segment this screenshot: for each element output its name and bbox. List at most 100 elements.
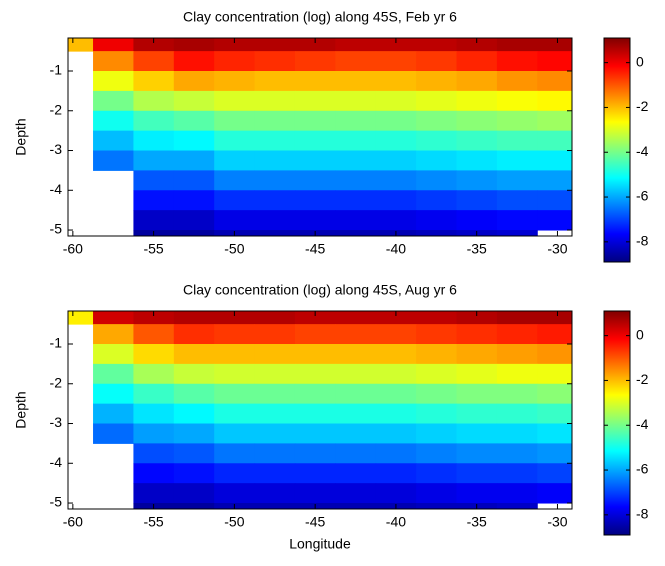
heat-cell [133,324,175,345]
heat-cell [456,443,498,464]
heat-cell [496,363,538,385]
x-tick-label: -60 [63,241,83,257]
colorbar-frame [603,37,631,263]
heat-cell [537,51,572,72]
heat-cell [375,130,417,152]
heat-cell [294,210,336,231]
heat-cell [254,38,296,52]
colorbar-tick-label: 0 [636,326,644,342]
heat-cell [537,38,572,52]
heat-cell [375,344,417,365]
heat-cell [456,403,498,425]
heat-cell [294,483,336,504]
heat-cell [173,71,215,92]
heat-cell [496,344,538,365]
heat-cell [133,90,175,112]
y-tick-label: -5 [50,494,63,510]
heat-cell [173,383,215,405]
heat-cell [173,210,215,231]
colorbar-tick-label: -4 [636,416,649,432]
heat-cell [93,363,134,385]
x-tick-label: -45 [305,241,325,257]
heat-cell [375,150,417,171]
heat-cell [416,38,457,52]
heat-cell [375,51,417,72]
heat-cell [496,71,538,92]
heat-cell [133,210,175,231]
heat-cell [537,170,572,191]
heat-cell [68,38,94,52]
heat-cell [214,383,256,405]
chart-title: Clay concentration (log) along 45S, Aug … [183,282,457,298]
x-tick-label: -55 [143,241,163,257]
heat-cell [133,403,175,425]
heat-cell [254,51,296,72]
heat-cell [375,311,417,325]
heat-cell [133,344,175,365]
heat-cell [496,90,538,112]
heat-cell [173,150,215,171]
heat-cell [496,463,538,484]
heat-cell [254,190,296,211]
heat-cell [375,383,417,405]
heat-cell [416,463,457,484]
heat-cell [496,311,538,325]
heat-cell [214,483,256,504]
heat-cell [254,311,296,325]
heat-cell [133,363,175,385]
heat-cell [294,150,336,171]
heat-cell [254,90,296,112]
heat-cell [254,344,296,365]
heat-cell [456,210,498,231]
heat-cell [214,90,256,112]
colorbar-tick-label: -4 [636,143,649,159]
heat-cell [496,130,538,152]
colorbar-tick-label: -6 [636,188,649,204]
x-tick-label: -40 [386,241,406,257]
heat-cell [416,110,457,132]
heat-cell [416,483,457,504]
heat-cell [174,523,215,543]
chart-title: Clay concentration (log) along 45S, Feb … [183,9,457,25]
heat-cell [537,423,572,444]
heat-cell [496,324,538,345]
colorbar [604,38,630,262]
heat-cell [294,423,336,444]
heat-cell [173,38,215,52]
heat-cell [254,230,296,236]
heat-cell [214,443,256,464]
heat-cell [456,344,498,365]
heat-cell [254,363,296,385]
heat-cell [416,130,457,152]
heat-cell [294,363,336,385]
heat-cell [416,150,457,171]
heat-cell [456,71,498,92]
heat-cell [416,210,457,231]
heat-cell [173,344,215,365]
heat-cell [68,311,94,325]
heat-cell [254,210,296,231]
heat-cell [294,190,336,211]
heat-cell [173,170,215,191]
heat-cell [496,110,538,132]
heat-cell [537,210,572,231]
x-tick-label: -40 [386,514,406,530]
heat-cell [214,130,256,152]
x-tick-label: -50 [224,241,244,257]
heat-cell [456,90,498,112]
heat-cell [416,230,457,236]
heat-cell [254,170,296,191]
heat-cell [416,423,457,444]
heat-cell [294,463,336,484]
heat-cell [375,423,417,444]
heat-cell [173,463,215,484]
heat-cell [214,51,256,72]
heat-cell [294,170,336,191]
heat-cell [496,503,538,509]
heat-cell [537,443,572,464]
axes-frame [67,37,573,237]
heat-cell [335,383,377,405]
colorbar-tick-label: -6 [636,461,649,477]
x-tick-label: -45 [305,514,325,530]
heat-cell [173,503,215,509]
